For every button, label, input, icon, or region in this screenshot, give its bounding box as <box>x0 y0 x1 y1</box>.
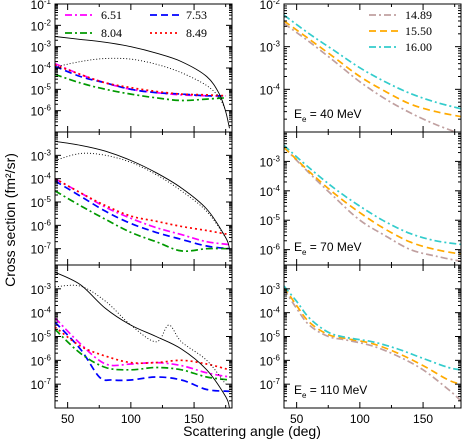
y-tick-label: 10-1 <box>31 0 52 12</box>
series-line-16.00 <box>284 285 461 371</box>
series-line-14.89 <box>284 288 461 402</box>
y-tick-label: 10-4 <box>260 306 281 321</box>
plot-frame <box>54 264 233 409</box>
series-line-8.49 <box>55 326 230 371</box>
y-tick-label: 10-4 <box>31 306 52 321</box>
y-tick-label: 10-3 <box>260 282 281 297</box>
y-tick-label: 10-2 <box>260 0 281 12</box>
y-tick-label: 10-2 <box>31 18 52 33</box>
series-line-ref-solid <box>55 140 230 249</box>
panel-right-middle: 10-6 10-5 10-4 10-3 Ee = 70 MeV <box>260 131 462 266</box>
y-tick-label: 10-5 <box>260 213 281 228</box>
x-axis-label: Scattering angle (deg) <box>183 423 321 439</box>
beam-energy-annotation: Ee = 40 MeV <box>294 107 362 124</box>
series-line-7.53 <box>55 180 230 250</box>
y-tick-label: 10-5 <box>31 195 52 210</box>
x-tick-label: 100 <box>350 412 370 426</box>
y-tick-label: 10-3 <box>260 40 281 55</box>
series-line-6.51 <box>55 177 230 246</box>
series-line-ref-solid <box>55 271 230 408</box>
y-tick-label: 10-3 <box>31 40 52 55</box>
legend-label: 14.89 <box>405 8 432 22</box>
panel-left-middle: 10-7 10-6 10-5 10-4 10-3 <box>31 131 233 266</box>
y-tick-label: 10-6 <box>260 243 281 258</box>
series-line-8.04 <box>55 73 226 102</box>
x-tick-label: 50 <box>290 412 304 426</box>
series-line-14.89 <box>284 22 459 132</box>
series-line-16.00 <box>284 144 461 246</box>
y-tick-label: 10-4 <box>260 82 281 97</box>
x-tick-label: 100 <box>121 412 141 426</box>
beam-energy-annotation: Ee = 70 MeV <box>294 240 362 257</box>
series-line-8.49 <box>55 177 230 236</box>
y-tick-label: 10-4 <box>260 184 281 199</box>
y-axis-label: Cross section (fm²/sr) <box>2 153 18 287</box>
legend-label: 8.04 <box>101 26 122 40</box>
y-tick-label: 10-5 <box>31 330 52 345</box>
series-line-6.51 <box>55 317 230 378</box>
plot-frame <box>54 131 233 266</box>
series-line-ref-solid <box>55 36 230 129</box>
y-tick-label: 10-7 <box>31 242 52 257</box>
panel-left-top: 10-6 10-5 10-4 10-3 10-2 10-1 6.51 7.53 8.04 8.49 <box>31 0 233 133</box>
panel-right-top: 10-4 10-3 10-2 14.89 15.50 16.00 Ee = 40 MeV <box>260 0 462 133</box>
x-tick-label: 150 <box>184 412 204 426</box>
y-tick-label: 10-6 <box>260 353 281 368</box>
series-line-ref-fine-dot <box>55 152 227 238</box>
panel-left-bottom: 10-7 10-6 10-5 10-4 10-3 50 100 150 <box>31 264 233 426</box>
legend-label: 16.00 <box>405 40 432 54</box>
y-tick-label: 10-7 <box>31 377 52 392</box>
y-tick-label: 10-3 <box>31 282 52 297</box>
plot-frame <box>54 3 233 133</box>
y-tick-label: 10-5 <box>260 330 281 345</box>
series-line-15.50 <box>284 286 461 386</box>
series-line-14.89 <box>284 146 461 263</box>
y-tick-label: 10-4 <box>31 61 52 76</box>
series-line-ref-fine-dot <box>55 284 227 385</box>
y-tick-label: 10-6 <box>31 104 52 119</box>
legend-label: 8.49 <box>186 26 207 40</box>
y-tick-label: 10-5 <box>31 82 52 97</box>
series-line-ref-fine-dot <box>55 57 227 111</box>
y-tick-label: 10-3 <box>31 148 52 163</box>
y-tick-label: 10-4 <box>31 172 52 187</box>
legend: 6.51 7.53 8.04 8.49 <box>65 8 207 40</box>
series-line-15.50 <box>284 146 461 256</box>
beam-energy-annotation: Ee = 110 MeV <box>294 383 367 400</box>
y-tick-label: 10-7 <box>260 377 281 392</box>
y-tick-label: 10-6 <box>31 353 52 368</box>
legend-label: 7.53 <box>186 8 207 22</box>
legend-label: 6.51 <box>101 8 122 22</box>
x-tick-label: 50 <box>61 412 75 426</box>
legend: 14.89 15.50 16.00 <box>369 8 432 54</box>
y-tick-label: 10-3 <box>260 154 281 169</box>
panels: 10-6 10-5 10-4 10-3 10-2 10-1 6.51 7.53 8.04 8.49… <box>31 0 462 426</box>
series-line-8.04 <box>55 190 230 253</box>
x-tick-label: 150 <box>413 412 433 426</box>
series-line-15.50 <box>284 20 461 118</box>
legend-label: 15.50 <box>405 24 432 38</box>
series-line-7.53 <box>55 65 226 97</box>
y-tick-label: 10-6 <box>31 218 52 233</box>
series-line-7.53 <box>55 321 230 393</box>
panel-right-bottom: 10-7 10-6 10-5 10-4 10-3 50 100 150 Ee = 110 MeV <box>260 264 462 426</box>
series-line-16.00 <box>284 14 461 110</box>
